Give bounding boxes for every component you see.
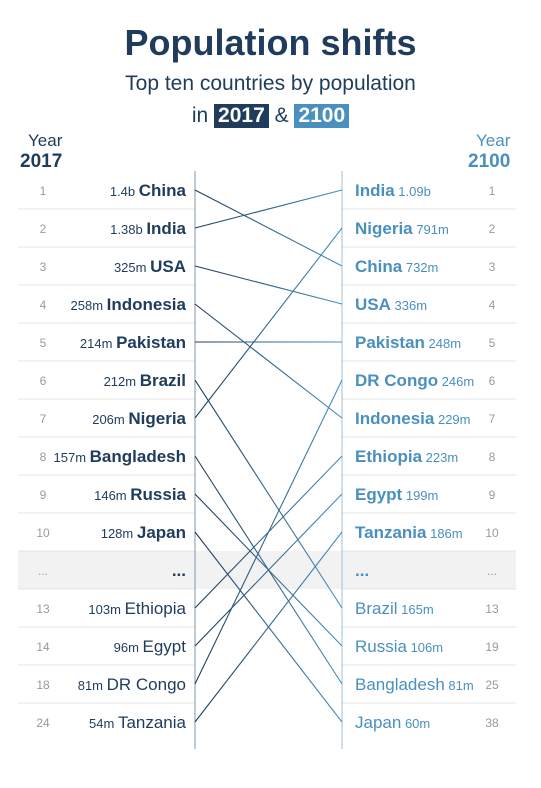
year-legend: in 2017 & 2100 [0,104,541,128]
left-rank: 7 [40,412,47,426]
right-rank: 13 [485,602,499,616]
left-rank: 13 [36,602,50,616]
slope-line-usa [194,265,343,305]
right-label-bangladesh: Bangladesh 81m [355,675,474,694]
left-label-japan: 128m Japan [101,523,186,542]
chart-title: Population shifts [124,22,417,63]
right-year-label: Year [476,131,511,150]
left-label-china: 1.4b China [110,181,187,200]
left-rank: 9 [40,488,47,502]
left-year-label: Year [28,131,63,150]
right-label-indonesia: Indonesia 229m [355,409,471,428]
right-label-japan: Japan 60m [355,713,430,732]
right-label-china: China 732m [355,257,438,276]
right-rank: 19 [485,640,499,654]
slope-line-tanzania [194,531,343,723]
right-rank: 3 [489,260,496,274]
right-year-value: 2100 [468,151,511,172]
right-label-nigeria: Nigeria 791m [355,219,449,238]
left-rank: 6 [40,374,47,388]
slope-line-india [194,189,343,229]
slope-line-egypt [194,493,343,647]
left-label-egypt: 96m Egypt [114,637,187,656]
left-label-bangladesh: 157m Bangladesh [54,447,187,466]
year-legend-prefix: in [191,104,209,127]
ellipsis-row-bg [18,551,516,589]
right-label-usa: USA 336m [355,295,427,314]
right-label-egypt: Egypt 199m [355,485,438,504]
left-rank: 3 [40,260,47,274]
year-legend-amp: & [274,104,289,127]
right-label-russia: Russia 106m [355,637,443,656]
left-rank: 5 [40,336,47,350]
left-label-ethiopia: 103m Ethiopia [88,599,186,618]
right-rank: 10 [485,526,499,540]
right-rank: 8 [489,450,496,464]
right-rank: 5 [489,336,496,350]
slope-line-nigeria [194,227,343,419]
right-label-brazil: Brazil 165m [355,599,434,618]
right-rank: 9 [489,488,496,502]
right-label-ethiopia: Ethiopia 223m [355,447,458,466]
slope-line-china [194,189,343,267]
chart-subtitle: Top ten countries by population [125,72,416,95]
right-label-pakistan: Pakistan 248m [355,333,461,352]
slope-line-indonesia [194,303,343,419]
left-rank: 14 [36,640,50,654]
slope-line-dr-congo [194,379,343,685]
right-rank: 2 [489,222,496,236]
right-rank: 7 [489,412,496,426]
year-tag-2100: 2100 [294,104,350,128]
right-rank: 6 [489,374,496,388]
left-label-pakistan: 214m Pakistan [80,333,186,352]
right-label-dr-congo: DR Congo 246m [355,371,474,390]
right-rank: 4 [489,298,496,312]
left-rank: 1 [40,184,47,198]
left-rank: 8 [40,450,47,464]
right-rank: 25 [485,678,499,692]
left-label-russia: 146m Russia [94,485,186,504]
left-label-nigeria: 206m Nigeria [92,409,186,428]
year-tag-2017: 2017 [214,104,269,128]
left-rank: ... [38,564,48,578]
right-rank: 1 [489,184,496,198]
left-label-india: 1.38b India [110,219,186,238]
left-rank: 10 [36,526,50,540]
left-rank: 2 [40,222,47,236]
left-label-tanzania: 54m Tanzania [89,713,187,732]
slope-line-brazil [194,379,343,609]
right-label-ellipsis: ... [355,561,369,580]
left-label-ellipsis: ... [172,561,186,580]
right-rank: ... [487,564,497,578]
right-label-tanzania: Tanzania 186m [355,523,463,542]
left-label-indonesia: 258m Indonesia [71,295,187,314]
left-label-brazil: 212m Brazil [104,371,186,390]
left-rank: 18 [36,678,50,692]
right-label-india: India 1.09b [355,181,431,200]
left-rank: 24 [36,716,50,730]
right-rank: 38 [485,716,499,730]
left-label-usa: 325m USA [114,257,186,276]
left-rank: 4 [40,298,47,312]
left-label-dr-congo: 81m DR Congo [78,675,186,694]
left-year-value: 2017 [20,151,63,172]
